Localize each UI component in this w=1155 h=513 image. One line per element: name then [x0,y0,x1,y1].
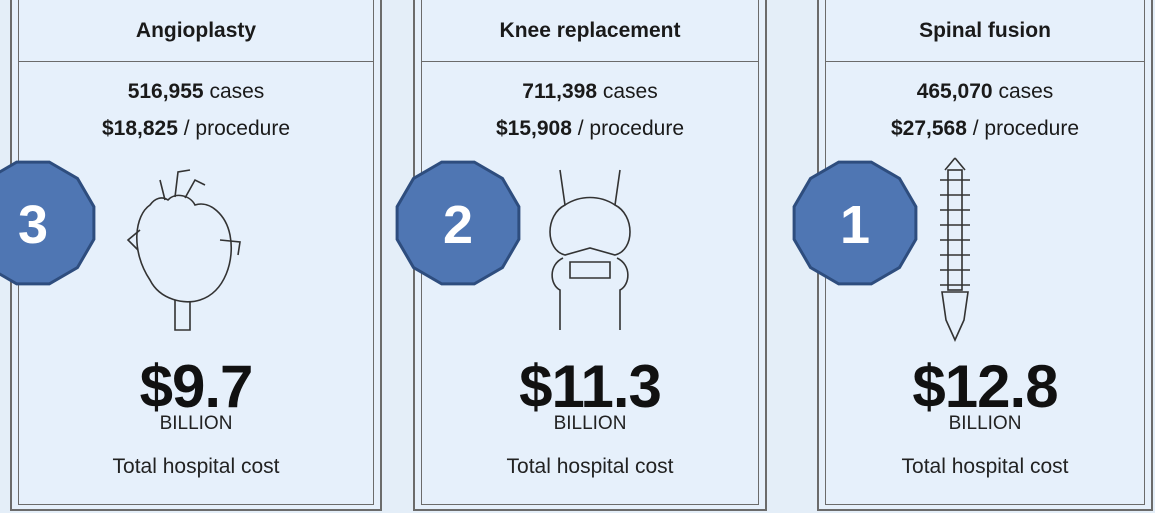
rank-number: 2 [443,195,473,255]
rank-number: 1 [840,195,870,255]
badges: 3 2 1 [0,162,916,284]
illustrations: 3 2 1 [0,0,1155,513]
page: {"cards": [ {"title": "Angioplasty", "ca… [0,0,1155,513]
heart-icon [128,170,240,330]
knee-icon [550,170,630,330]
rank-number: 3 [18,195,48,255]
spine-icon [940,158,970,340]
